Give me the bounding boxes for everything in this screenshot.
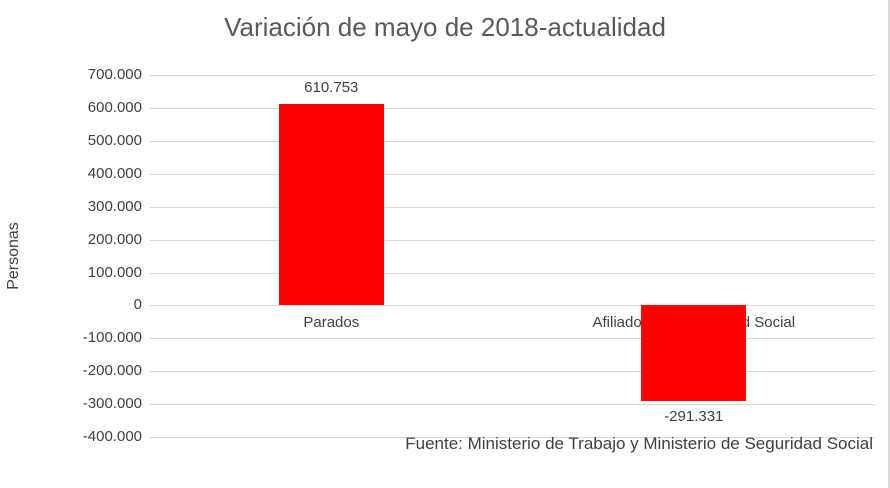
gridline [150,371,875,373]
y-axis-tick-label: -300.000 [82,395,142,413]
chart-bar [641,305,747,402]
gridline [150,140,875,142]
y-axis-tick-label: 400.000 [87,164,142,182]
gridline [150,272,875,274]
chart-bar [278,104,384,306]
source-note: Fuente: Ministerio de Trabajo y Minister… [405,434,873,453]
y-axis-tick-label: 300.000 [87,197,142,215]
gridline [150,437,875,438]
gridline [150,305,875,307]
y-axis-tick-label: -400.000 [82,428,142,445]
chart-title: Variación de mayo de 2018-actualidad [224,12,666,42]
data-label: 610.753 [304,79,359,97]
gridline [150,239,875,241]
category-label: Parados [303,314,360,332]
y-axis-tick-label: -200.000 [82,362,142,380]
y-axis-tick-label: 0 [133,296,142,314]
gridline [150,173,875,175]
y-axis-tick-label: 100.000 [87,263,142,281]
gridline [150,107,875,109]
gridline [150,338,875,340]
y-axis-tick-label: 500.000 [87,131,142,149]
y-axis-tick-label: 600.000 [87,98,142,116]
data-label: -291.331 [664,408,724,426]
gridline [150,404,875,406]
gridline [150,75,875,76]
gridline [150,206,875,208]
y-axis-tick-label: -100.000 [82,329,142,347]
y-axis-tick-label: 700.000 [87,66,142,83]
y-axis-tick-label: 200.000 [87,230,142,248]
y-axis-title: Personas [5,222,22,290]
